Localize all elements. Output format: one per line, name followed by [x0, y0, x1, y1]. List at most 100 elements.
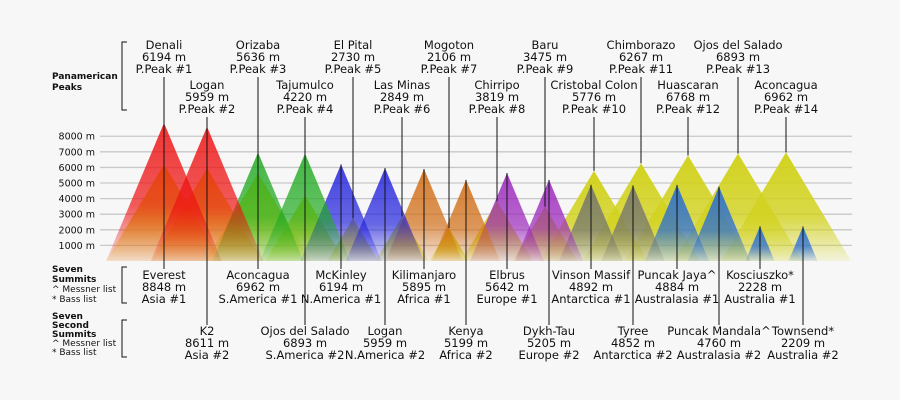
- summit-height: 4884 m: [655, 280, 699, 294]
- summit-name: Kosciuszko*: [726, 268, 794, 282]
- section-title: Summits: [52, 275, 96, 285]
- peak-height: 6768 m: [666, 90, 710, 104]
- peak-name: Las Minas: [374, 78, 431, 92]
- peak-name: Mogoton: [424, 38, 474, 52]
- summit-rank: Antarctica #2: [593, 348, 672, 362]
- summit-name: Logan: [368, 324, 403, 338]
- summit-rank: S.America #2: [265, 348, 344, 362]
- y-tick-label: 3000 m: [59, 210, 95, 221]
- peak-rank: P.Peak #8: [469, 102, 526, 116]
- summit-rank: S.America #1: [218, 292, 297, 306]
- peak-rank: P.Peak #7: [421, 62, 478, 76]
- peak-rank: P.Peak #13: [706, 62, 770, 76]
- summit-rank: Asia #2: [185, 348, 230, 362]
- peak-name: Chirripo: [474, 78, 519, 92]
- peak-height: 2730 m: [331, 50, 375, 64]
- summit-name: Dykh-Tau: [523, 324, 575, 338]
- section-note: ^ Messner list: [52, 339, 117, 349]
- peak-name: Ojos del Salado: [693, 38, 782, 52]
- section-title: Summits: [52, 330, 96, 340]
- peak-rank: P.Peak #1: [136, 62, 193, 76]
- peak-height: 6194 m: [142, 50, 186, 64]
- peak-height: 5636 m: [236, 50, 280, 64]
- summit-name: Ojos del Salado: [260, 324, 349, 338]
- mountain-layer: [106, 123, 852, 261]
- peak-rank: P.Peak #4: [277, 102, 334, 116]
- peak-name: El Pital: [334, 38, 373, 52]
- peak-height: 2106 m: [427, 50, 471, 64]
- y-tick-label: 8000 m: [59, 132, 95, 143]
- section-title: Second: [52, 321, 89, 331]
- peak-rank: P.Peak #11: [609, 62, 673, 76]
- summit-name: Elbrus: [489, 268, 525, 282]
- section-title: Peaks: [52, 83, 82, 93]
- peak-height: 5959 m: [185, 90, 229, 104]
- summit-name: Tyree: [617, 324, 649, 338]
- summit-name: Kenya: [448, 324, 483, 338]
- summit-height: 8848 m: [142, 280, 186, 294]
- summit-height: 6962 m: [236, 280, 280, 294]
- panamerican-mountain: [720, 152, 852, 261]
- peak-height: 6962 m: [764, 90, 808, 104]
- summit-height: 8611 m: [185, 336, 229, 350]
- summit-rank: Australia #1: [724, 292, 795, 306]
- section-title: Panamerican: [52, 72, 118, 82]
- summit-rank: Asia #1: [142, 292, 187, 306]
- summit-height: 2209 m: [781, 336, 825, 350]
- summit-name: Puncak Jaya^: [638, 268, 717, 282]
- summit-rank: Africa #2: [439, 348, 492, 362]
- summit-height: 4852 m: [611, 336, 655, 350]
- peak-name: Tajumulco: [275, 78, 334, 92]
- peak-name: Baru: [532, 38, 559, 52]
- leader-lines: [163, 77, 804, 325]
- peak-name: Denali: [146, 38, 183, 52]
- peak-height: 3475 m: [523, 50, 567, 64]
- y-tick-label: 2000 m: [59, 225, 95, 236]
- summit-height: 6194 m: [319, 280, 363, 294]
- summit-name: Everest: [142, 268, 186, 282]
- y-tick-label: 5000 m: [59, 179, 95, 190]
- y-tick-label: 4000 m: [59, 194, 95, 205]
- peak-name: Aconcagua: [754, 78, 817, 92]
- summit-height: 5895 m: [402, 280, 446, 294]
- peak-rank: P.Peak #5: [325, 62, 382, 76]
- peak-name: Cristobal Colon: [550, 78, 637, 92]
- summit-rank: Europe #2: [518, 348, 579, 362]
- summit-rank: N.America #1: [301, 292, 381, 306]
- summit-height: 4892 m: [569, 280, 613, 294]
- peak-height: 6893 m: [716, 50, 760, 64]
- summit-height: 5959 m: [363, 336, 407, 350]
- section-note: * Bass list: [52, 348, 97, 358]
- peak-height: 3819 m: [475, 90, 519, 104]
- section-note: * Bass list: [52, 295, 97, 305]
- summit-rank: Australasia #2: [677, 348, 762, 362]
- summit-height: 6893 m: [283, 336, 327, 350]
- summit-rank: Europe #1: [476, 292, 537, 306]
- peak-height: 2849 m: [380, 90, 424, 104]
